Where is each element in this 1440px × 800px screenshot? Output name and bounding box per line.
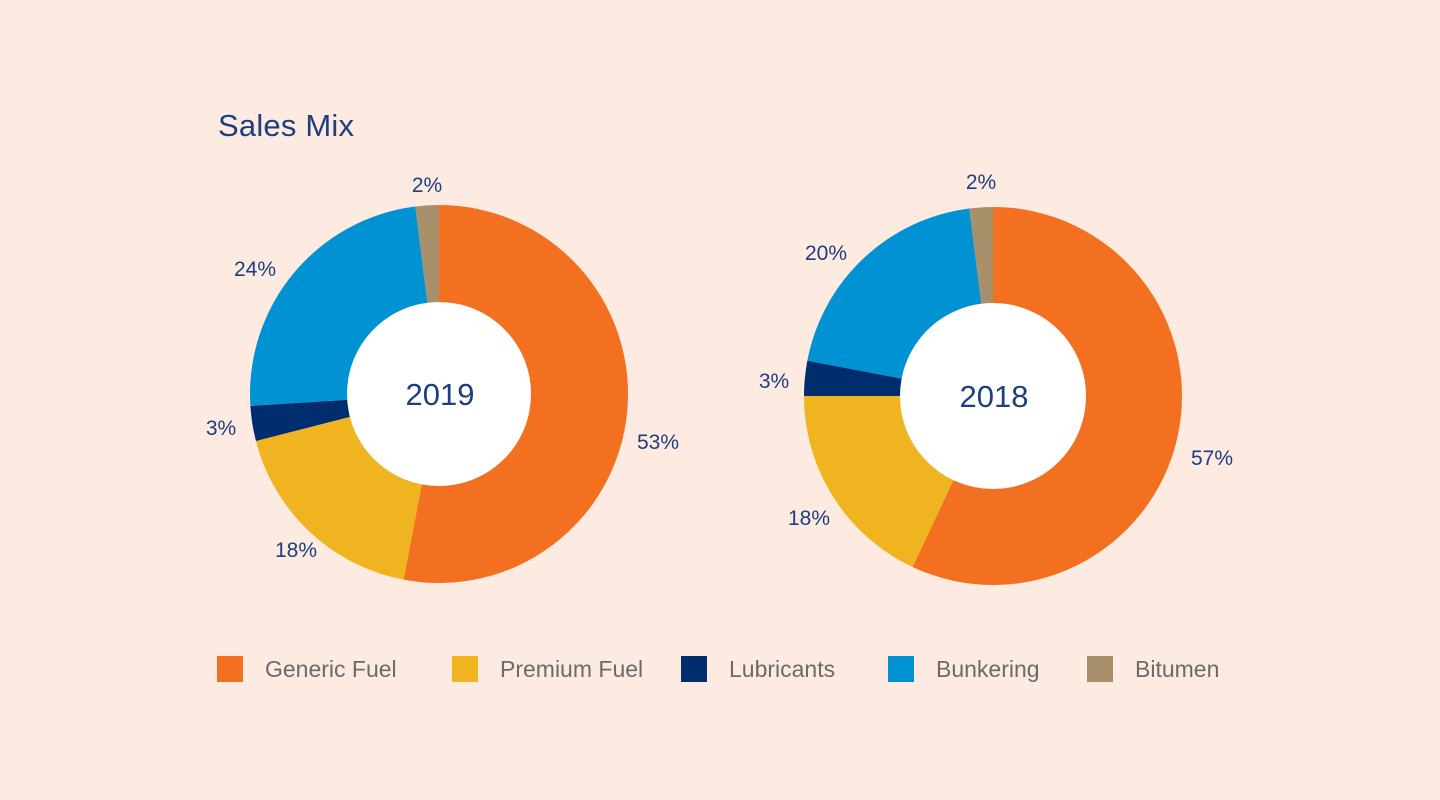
legend-swatch-generic-fuel xyxy=(217,656,243,682)
year-label-2019: 2019 xyxy=(406,377,475,412)
legend-item-premium-fuel: Premium Fuel xyxy=(452,654,643,684)
legend-label-premium-fuel: Premium Fuel xyxy=(500,655,644,682)
data-label-2018-generic-fuel: 57% xyxy=(1191,447,1233,470)
legend-label-bunkering: Bunkering xyxy=(936,655,1040,682)
data-label-2019-bitumen: 2% xyxy=(412,174,442,197)
data-label-2019-generic-fuel: 53% xyxy=(637,431,679,454)
legend-item-bitumen: Bitumen xyxy=(1087,654,1219,684)
legend-label-generic-fuel: Generic Fuel xyxy=(265,655,397,682)
data-label-2019-premium-fuel: 18% xyxy=(275,539,317,562)
legend-label-bitumen: Bitumen xyxy=(1135,655,1220,682)
legend-label-lubricants: Lubricants xyxy=(729,655,836,682)
donut-hole-2019 xyxy=(347,302,531,486)
data-label-2018-bunkering: 20% xyxy=(805,242,847,265)
data-label-2019-bunkering: 24% xyxy=(234,258,276,281)
legend-swatch-premium-fuel xyxy=(452,656,478,682)
legend-item-bunkering: Bunkering xyxy=(888,654,1040,684)
legend-item-generic-fuel: Generic Fuel xyxy=(217,654,397,684)
year-label-2018: 2018 xyxy=(960,379,1029,414)
legend-swatch-lubricants xyxy=(681,656,707,682)
donut-hole-2018 xyxy=(900,303,1086,489)
chart-title: Sales Mix xyxy=(218,108,355,143)
legend-swatch-bitumen xyxy=(1087,656,1113,682)
legend-swatch-bunkering xyxy=(888,656,914,682)
legend-item-lubricants: Lubricants xyxy=(681,654,835,684)
data-label-2018-premium-fuel: 18% xyxy=(788,507,830,530)
data-label-2019-lubricants: 3% xyxy=(206,417,236,440)
data-label-2018-bitumen: 2% xyxy=(966,171,996,194)
data-label-2018-lubricants: 3% xyxy=(759,370,789,393)
